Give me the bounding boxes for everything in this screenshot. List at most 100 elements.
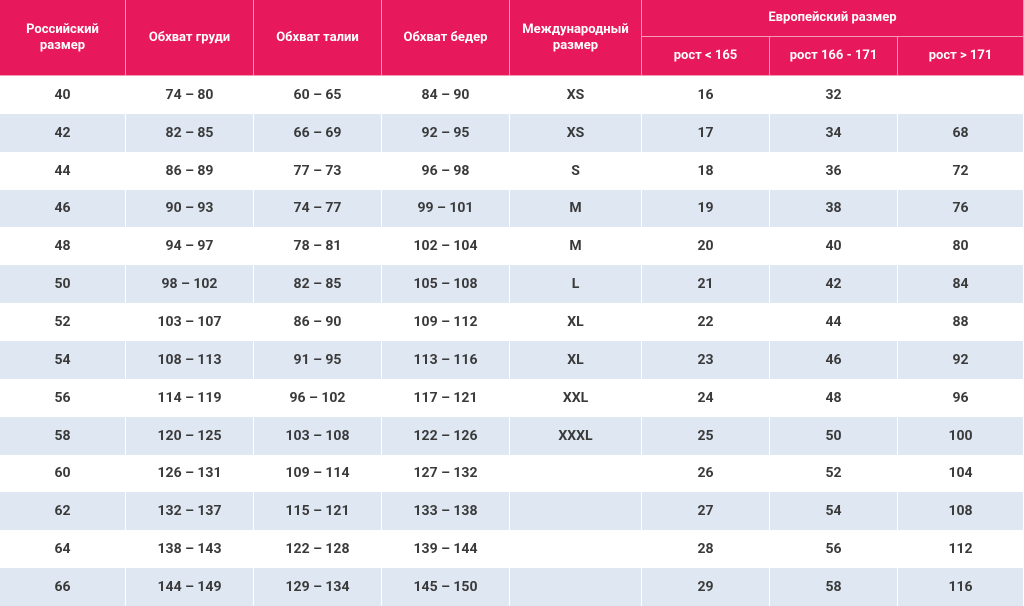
cell-text: 109 – 114: [285, 465, 350, 482]
body-cell: M: [510, 189, 642, 228]
body-cell: 29: [642, 568, 770, 606]
body-cell: 132 – 137: [126, 492, 254, 531]
header-cell: Российский размер: [0, 0, 126, 76]
body-cell: 32: [770, 76, 898, 114]
body-cell: 50: [0, 265, 126, 304]
body-cell: 44: [0, 151, 126, 190]
cell-text: 92: [952, 351, 969, 368]
body-cell: 103 – 107: [126, 303, 254, 341]
body-cell: 20: [642, 227, 770, 266]
cell-text: 56: [54, 389, 71, 406]
body-cell: 88: [898, 303, 1024, 341]
body-cell: 120 – 125: [126, 416, 254, 455]
cell-text: 32: [825, 86, 842, 103]
cell-text: L: [571, 276, 580, 293]
body-cell: 56: [0, 378, 126, 417]
cell-text: 52: [54, 314, 71, 331]
cell-text: 114 – 119: [157, 389, 222, 406]
body-cell: 115 – 121: [254, 492, 382, 531]
header-cell: Обхват бедер: [382, 0, 510, 76]
body-cell: XXXL: [510, 416, 642, 455]
cell-text: 28: [697, 541, 714, 558]
cell-text: M: [569, 238, 582, 255]
body-cell: S: [510, 151, 642, 190]
body-cell: 126 – 131: [126, 454, 254, 493]
cell-text: 105 – 108: [413, 276, 478, 293]
body-cell: 108: [898, 492, 1024, 531]
body-cell: 66 – 69: [254, 113, 382, 152]
cell-text: 38: [825, 200, 842, 217]
body-cell: XS: [510, 113, 642, 152]
cell-text: 50: [54, 276, 71, 293]
cell-text: 56: [825, 541, 842, 558]
body-cell: 108 – 113: [126, 341, 254, 379]
cell-text: 54: [825, 503, 842, 520]
cell-text: 72: [952, 162, 969, 179]
cell-text: 112: [948, 541, 973, 558]
body-cell: 92 – 95: [382, 113, 510, 152]
body-cell: 90 – 93: [126, 189, 254, 228]
cell-text: 18: [697, 162, 714, 179]
cell-text: 42: [54, 124, 71, 141]
body-cell: 96 – 102: [254, 378, 382, 417]
body-cell: 82 – 85: [126, 113, 254, 152]
cell-text: Российский размер: [26, 21, 99, 53]
body-cell: 77 – 73: [254, 151, 382, 190]
cell-text: 17: [697, 124, 714, 141]
cell-text: 138 – 143: [157, 541, 222, 558]
body-cell: 19: [642, 189, 770, 228]
body-cell: 66: [0, 568, 126, 606]
cell-text: 96: [952, 389, 969, 406]
cell-text: 116: [948, 579, 973, 596]
body-cell: 117 – 121: [382, 378, 510, 417]
cell-text: XL: [567, 314, 584, 331]
body-cell: 98 – 102: [126, 265, 254, 304]
body-cell: 122 – 126: [382, 416, 510, 455]
cell-text: 26: [697, 465, 714, 482]
cell-text: 132 – 137: [157, 503, 222, 520]
cell-text: 120 – 125: [157, 427, 222, 444]
body-cell: XXL: [510, 378, 642, 417]
body-cell: 21: [642, 265, 770, 304]
body-cell: 113 – 116: [382, 341, 510, 379]
cell-text: 92 – 95: [421, 124, 470, 141]
body-cell: 109 – 114: [254, 454, 382, 493]
cell-text: 68: [952, 124, 969, 141]
body-cell: 54: [0, 341, 126, 379]
cell-text: 115 – 121: [285, 503, 350, 520]
body-cell: 23: [642, 341, 770, 379]
body-cell: 60: [0, 454, 126, 493]
cell-text: M: [569, 200, 582, 217]
body-cell: 100: [898, 416, 1024, 455]
cell-text: XL: [567, 351, 584, 368]
cell-text: 64: [54, 541, 71, 558]
cell-text: 88: [952, 314, 969, 331]
body-cell: 56: [770, 530, 898, 569]
cell-text: 74 – 77: [293, 200, 342, 217]
body-cell: 82 – 85: [254, 265, 382, 304]
cell-text: 82 – 85: [165, 124, 214, 141]
header-subcell: рост < 165: [642, 37, 770, 76]
cell-text: 82 – 85: [293, 276, 342, 293]
body-cell: 74 – 80: [126, 76, 254, 114]
body-cell: 145 – 150: [382, 568, 510, 606]
cell-text: 50: [825, 427, 842, 444]
body-cell: 112: [898, 530, 1024, 569]
cell-text: 48: [825, 389, 842, 406]
cell-text: 54: [54, 351, 71, 368]
body-cell: 18: [642, 151, 770, 190]
body-cell: 102 – 104: [382, 227, 510, 266]
body-cell: 80: [898, 227, 1024, 266]
body-cell: 138 – 143: [126, 530, 254, 569]
body-cell: 64: [0, 530, 126, 569]
cell-text: 74 – 80: [165, 86, 214, 103]
body-cell: 44: [770, 303, 898, 341]
cell-text: 80: [952, 238, 969, 255]
body-cell: 48: [0, 227, 126, 266]
cell-text: Обхват бедер: [403, 29, 488, 45]
body-cell: 76: [898, 189, 1024, 228]
body-cell: 17: [642, 113, 770, 152]
cell-text: 60 – 65: [293, 86, 342, 103]
cell-text: 58: [54, 427, 71, 444]
cell-text: 122 – 128: [285, 541, 350, 558]
